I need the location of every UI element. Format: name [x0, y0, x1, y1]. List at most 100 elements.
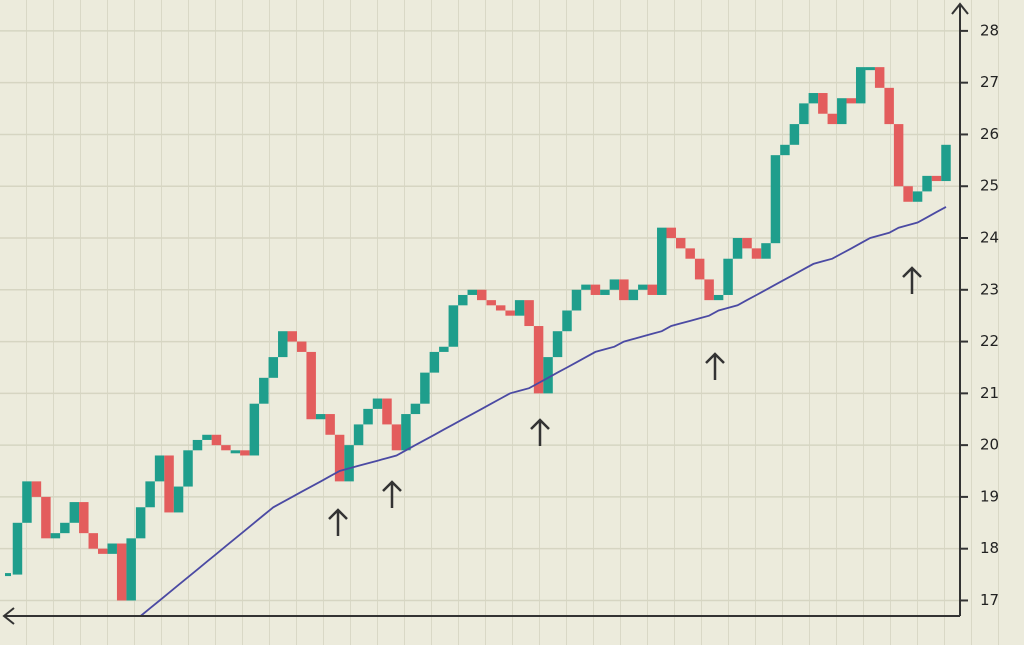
candle — [903, 186, 913, 202]
candle — [827, 113, 838, 125]
candle — [126, 538, 136, 601]
candle — [173, 486, 184, 513]
candle — [420, 372, 430, 404]
candle — [382, 398, 392, 425]
candle — [666, 227, 676, 239]
candle — [694, 258, 705, 280]
candle — [221, 445, 231, 451]
candle — [846, 98, 856, 104]
candle — [628, 289, 639, 301]
grid — [0, 30, 960, 602]
candle — [278, 331, 288, 358]
candle — [590, 284, 601, 295]
moving-average — [140, 206, 947, 617]
arrow — [705, 352, 725, 380]
candle — [60, 522, 70, 534]
candle — [79, 502, 89, 534]
candle — [865, 67, 875, 71]
candle — [495, 305, 506, 311]
candle — [524, 300, 534, 327]
candle — [619, 279, 629, 301]
candle — [704, 279, 714, 301]
candle — [514, 300, 525, 316]
candle — [41, 496, 51, 539]
candle — [259, 377, 269, 404]
candle — [448, 305, 459, 347]
candle — [315, 414, 326, 420]
candle — [732, 238, 743, 259]
candle — [742, 238, 752, 249]
candle — [296, 341, 307, 352]
candle — [429, 351, 440, 373]
candle — [192, 439, 203, 451]
candle — [230, 450, 241, 454]
candle — [363, 408, 373, 425]
y-tick-label: 19 — [980, 487, 999, 505]
candle — [799, 103, 809, 125]
candle — [543, 357, 553, 394]
candle — [855, 67, 866, 104]
candle — [372, 398, 383, 409]
candle — [401, 414, 411, 451]
arrow — [328, 508, 348, 536]
candle — [410, 403, 421, 415]
candle — [713, 294, 724, 301]
candle — [581, 284, 591, 290]
candle — [31, 481, 42, 497]
candle — [808, 93, 819, 104]
candle — [5, 573, 11, 577]
candle — [761, 243, 771, 259]
candle — [647, 284, 658, 295]
y-tick-label: 22 — [980, 332, 999, 350]
y-tick-label: 17 — [980, 591, 999, 609]
y-axis-arrow — [951, 2, 969, 15]
arrow — [530, 418, 550, 446]
candle — [116, 543, 127, 601]
candle — [675, 238, 686, 249]
candle — [69, 502, 80, 523]
candle — [657, 227, 667, 295]
y-tick-label: 25 — [980, 177, 999, 195]
candle — [884, 87, 894, 125]
candle — [183, 450, 193, 487]
candle — [268, 357, 279, 378]
candle — [912, 191, 923, 202]
candle — [789, 124, 800, 145]
candle — [334, 434, 345, 482]
candle — [249, 403, 260, 456]
x-axis-arrow — [2, 607, 15, 625]
y-tick-label: 27 — [980, 73, 999, 91]
candle — [837, 98, 847, 125]
arrow — [382, 480, 402, 508]
candle — [240, 450, 250, 456]
candle — [88, 533, 99, 549]
y-tick-label: 23 — [980, 280, 999, 298]
candle — [874, 67, 885, 88]
candle — [439, 346, 449, 352]
arrows — [328, 266, 922, 536]
candle — [533, 326, 544, 394]
candle — [98, 548, 108, 554]
y-ticks: 17 18 19 20 21 22 23 24 25 26 27 28 — [960, 21, 999, 609]
candle — [344, 445, 354, 482]
candle — [638, 284, 648, 290]
candle — [723, 258, 733, 295]
marks — [5, 67, 951, 617]
y-tick-label: 28 — [980, 21, 999, 39]
candle — [486, 300, 496, 306]
candle — [818, 93, 828, 114]
candle — [467, 289, 477, 295]
candle — [552, 331, 563, 358]
candle — [922, 175, 932, 192]
candle — [458, 294, 468, 306]
candle — [751, 248, 762, 259]
candle — [571, 289, 582, 311]
candle — [562, 310, 572, 332]
candle — [780, 144, 790, 156]
candle — [477, 289, 487, 301]
candle — [145, 481, 155, 508]
y-tick-label: 20 — [980, 436, 999, 454]
candle — [325, 414, 335, 435]
